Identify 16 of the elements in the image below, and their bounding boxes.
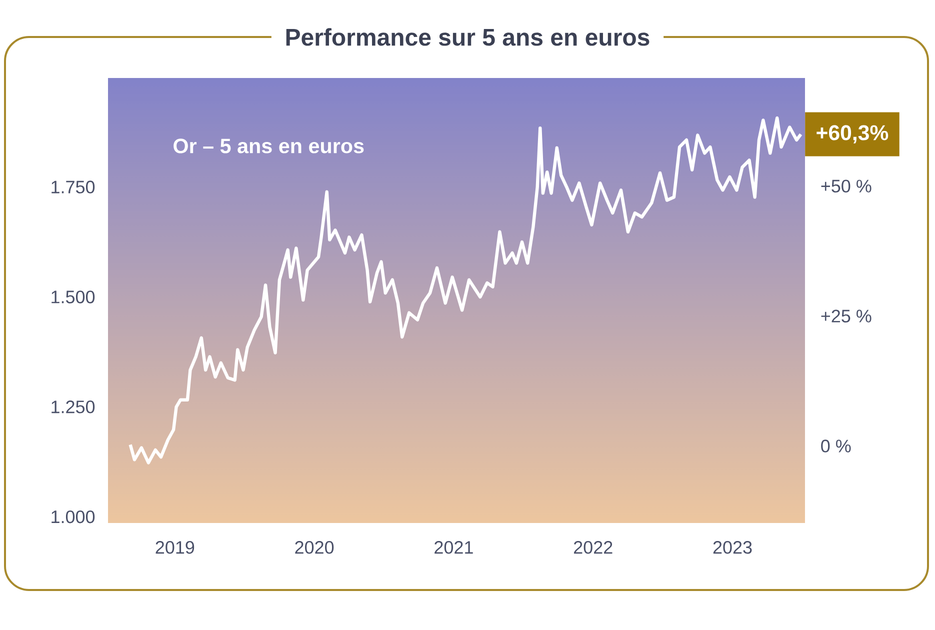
annotation: Or – 5 ans en euros	[174, 138, 364, 154]
y2-tick-label: +25 %	[821, 310, 872, 322]
x-tick-label: 2023	[713, 541, 752, 554]
x-tick-label: 2020	[295, 541, 334, 554]
y-tick-label: 1.750	[52, 180, 95, 194]
y-tick-label: 1.250	[52, 400, 95, 414]
x-tick-label: 2022	[574, 541, 612, 554]
x-tick-label: 2021	[434, 541, 473, 554]
y-tick-label: 1.000	[52, 510, 95, 524]
annotation: +60,3%	[816, 125, 888, 144]
y2-tick-label: 0 %	[821, 440, 851, 452]
chart-title: Performance sur 5 ans en euros	[286, 28, 650, 46]
y2-tick-label: +50 %	[821, 180, 872, 192]
x-tick-label: 2019	[156, 541, 194, 554]
y-tick-label: 1.500	[52, 290, 95, 304]
line-series	[128, 116, 802, 464]
